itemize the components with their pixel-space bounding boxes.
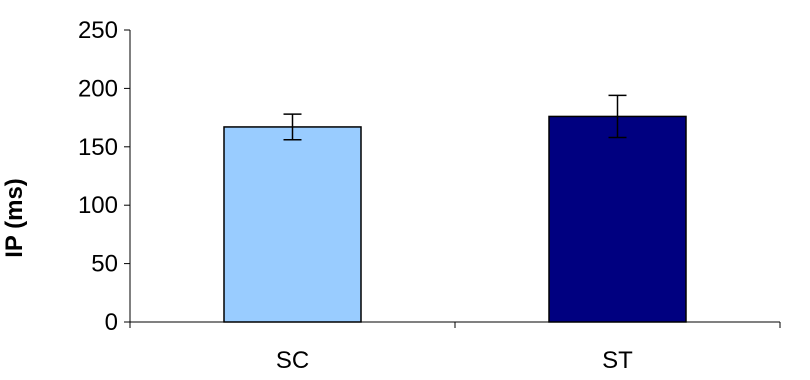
y-axis-title: IP (ms) bbox=[1, 178, 28, 258]
y-tick-label: 200 bbox=[78, 75, 118, 102]
bar-sc bbox=[223, 126, 362, 323]
x-tick-label-st: ST bbox=[602, 347, 633, 374]
error-bars-layer bbox=[283, 94, 627, 141]
y-tick-label: 50 bbox=[91, 251, 118, 278]
error-bar-sc bbox=[283, 113, 302, 141]
ticks-layer: 0 50 100 150 200 250 SC ST bbox=[78, 17, 781, 374]
y-tick-label: 150 bbox=[78, 134, 118, 161]
error-bar-st bbox=[608, 94, 627, 139]
x-tick-label-sc: SC bbox=[276, 347, 309, 374]
y-tick-label: 0 bbox=[105, 309, 118, 336]
bars-layer bbox=[223, 115, 687, 323]
bar-st bbox=[548, 115, 687, 323]
y-tick-label: 250 bbox=[78, 17, 118, 44]
y-tick-label: 100 bbox=[78, 192, 118, 219]
